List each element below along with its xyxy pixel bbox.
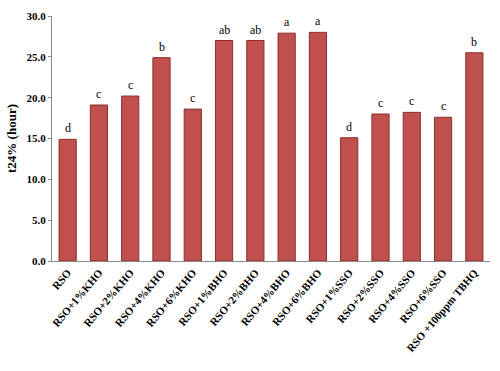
svg-text:a: a [315, 14, 321, 28]
svg-text:c: c [441, 99, 446, 113]
svg-text:ab: ab [219, 23, 230, 37]
svg-text:d: d [346, 120, 352, 134]
svg-text:RSO+1%KHO: RSO+1%KHO [50, 266, 105, 328]
svg-text:d: d [65, 121, 71, 135]
svg-text:b: b [159, 40, 165, 54]
svg-text:15.0: 15.0 [27, 132, 47, 144]
svg-text:30.0: 30.0 [27, 10, 47, 22]
svg-text:c: c [409, 94, 414, 108]
svg-text:RSO+4%SSO: RSO+4%SSO [366, 266, 418, 325]
svg-text:RSO+6%KHO: RSO+6%KHO [144, 266, 199, 328]
svg-text:20.0: 20.0 [27, 92, 47, 104]
svg-text:RSO+1%SSO: RSO+1%SSO [303, 266, 355, 325]
svg-text:RSO+2%KHO: RSO+2%KHO [81, 266, 136, 328]
svg-text:RSO+4%KHO: RSO+4%KHO [112, 266, 167, 328]
svg-text:RSO +100ppm TBHQ: RSO +100ppm TBHQ [404, 266, 480, 354]
svg-text:b: b [471, 35, 477, 49]
svg-text:0.0: 0.0 [32, 255, 46, 267]
svg-text:RSO+1%BHO: RSO+1%BHO [176, 266, 230, 328]
svg-text:RSO+6%SSO: RSO+6%SSO [397, 266, 449, 325]
svg-text:c: c [190, 91, 195, 105]
svg-text:ab: ab [250, 23, 261, 37]
svg-text:a: a [284, 15, 290, 29]
svg-text:RSO+2%SSO: RSO+2%SSO [335, 266, 387, 325]
svg-text:10.0: 10.0 [27, 173, 47, 185]
svg-text:RSO+4%BHO: RSO+4%BHO [238, 266, 292, 328]
svg-text:RSO+2%BHO: RSO+2%BHO [207, 266, 261, 328]
svg-text:RSO+6%BHO: RSO+6%BHO [270, 266, 324, 328]
svg-text:c: c [378, 96, 383, 110]
svg-text:25.0: 25.0 [27, 51, 47, 63]
svg-text:c: c [96, 87, 101, 101]
svg-text:5.0: 5.0 [32, 214, 46, 226]
svg-text:RSO: RSO [50, 266, 74, 291]
svg-text:c: c [128, 78, 133, 92]
svg-text:t24% (hour): t24% (hour) [4, 104, 19, 173]
